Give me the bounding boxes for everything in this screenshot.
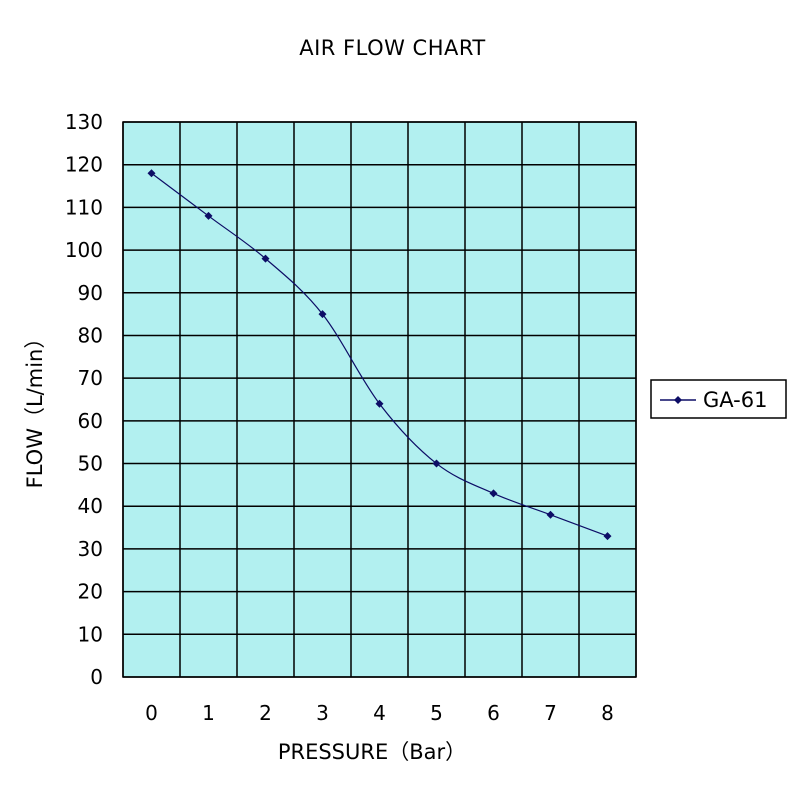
y-tick-label: 70 — [78, 366, 103, 390]
y-tick-label: 40 — [78, 494, 103, 518]
legend-marker — [674, 396, 682, 404]
legend-box — [650, 379, 787, 419]
data-point — [204, 211, 213, 220]
data-point — [546, 510, 555, 519]
plot-area — [122, 121, 637, 678]
chart-title: AIR FLOW CHART — [299, 36, 486, 60]
data-point — [375, 399, 384, 408]
x-tick-label: 7 — [544, 701, 557, 725]
y-tick-label: 20 — [78, 580, 103, 604]
x-tick-label: 0 — [145, 701, 158, 725]
y-axis-label: FLOW（L/min） — [23, 328, 47, 489]
legend-label-ga-61: GA-61 — [703, 388, 767, 412]
data-point — [318, 310, 327, 319]
y-tick-label: 130 — [65, 110, 103, 134]
data-point — [489, 489, 498, 498]
y-tick-label: 10 — [78, 622, 103, 646]
x-tick-label: 3 — [316, 701, 329, 725]
y-tick-label: 60 — [78, 409, 103, 433]
x-tick-label: 4 — [373, 701, 386, 725]
y-tick-label: 0 — [90, 665, 103, 689]
series-points-ga-61 — [147, 169, 612, 541]
x-tick-label: 5 — [430, 701, 443, 725]
x-tick-label: 6 — [487, 701, 500, 725]
y-axis-ticks: 0 10 20 30 40 50 60 70 80 90 100 110 120 130 — [65, 110, 103, 689]
grid-lines — [122, 121, 637, 678]
y-tick-label: 80 — [78, 323, 103, 347]
y-tick-label: 120 — [65, 153, 103, 177]
x-tick-label: 1 — [202, 701, 215, 725]
x-axis-label: PRESSURE（Bar） — [278, 740, 466, 764]
series-line-ga-61 — [151, 172, 608, 537]
y-tick-label: 110 — [65, 195, 103, 219]
x-axis-ticks: 0 1 2 3 4 5 6 7 8 — [145, 701, 614, 725]
y-tick-label: 50 — [78, 452, 103, 476]
y-tick-label: 30 — [78, 537, 103, 561]
data-point — [147, 169, 156, 178]
data-point — [603, 532, 612, 541]
y-tick-label: 90 — [78, 281, 103, 305]
data-point — [432, 459, 441, 468]
legend: GA-61 — [650, 379, 787, 419]
x-tick-label: 8 — [601, 701, 614, 725]
data-point — [261, 254, 270, 263]
x-tick-label: 2 — [259, 701, 272, 725]
y-tick-label: 100 — [65, 238, 103, 262]
